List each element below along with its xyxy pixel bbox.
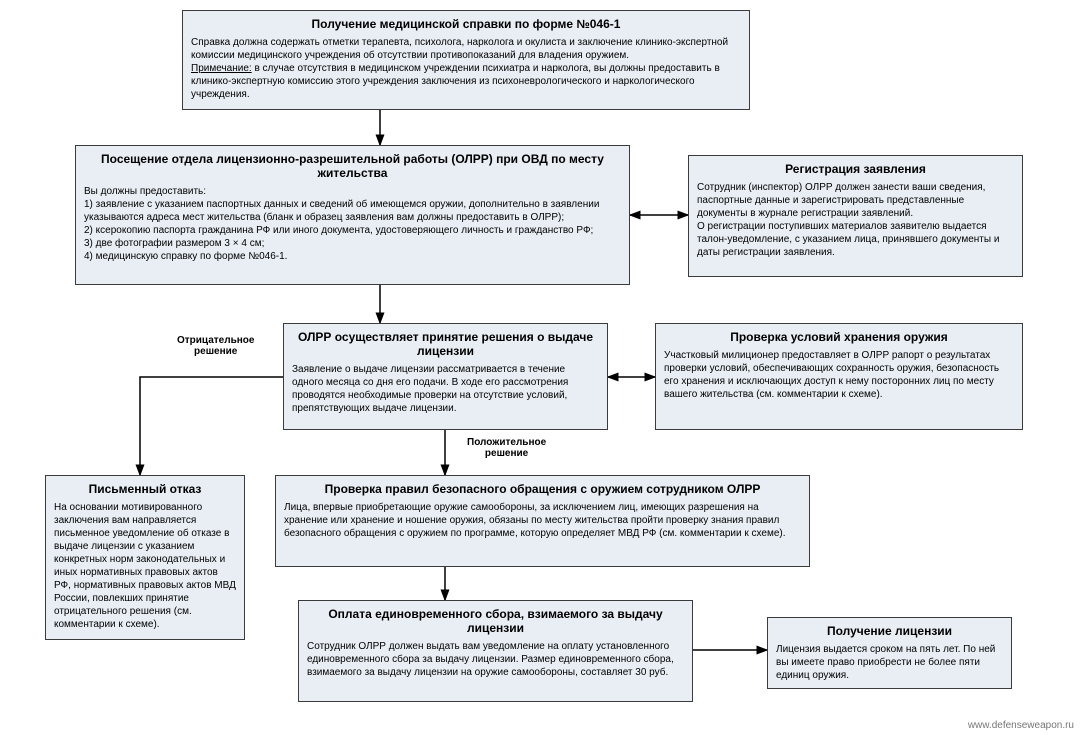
edge-label-pos: Положительноерешение <box>467 437 546 459</box>
flowchart-node-n4: ОЛРР осуществляет принятие решения о выд… <box>283 323 608 430</box>
flowchart-node-n3: Регистрация заявления Сотрудник (инспекто… <box>688 155 1023 277</box>
node-body: Сотрудник ОЛРР должен выдать вам уведомл… <box>307 640 684 679</box>
node-body: Вы должны предоставить:1) заявление с ук… <box>84 185 621 263</box>
node-body: Лицензия выдается сроком на пять лет. По… <box>776 643 1003 682</box>
node-title: Проверка условий хранения оружия <box>664 330 1014 344</box>
node-body: На основании мотивированного заключения … <box>54 501 236 631</box>
node-title: Оплата единовременного сбора, взимаемого… <box>307 607 684 635</box>
edge-label-neg: Отрицательноерешение <box>177 335 254 357</box>
node-body: Лица, впервые приобретающие оружие самоо… <box>284 501 801 540</box>
flowchart-node-n5: Проверка условий хранения оружия Участков… <box>655 323 1023 430</box>
flowchart-node-n1: Получение медицинской справки по форме №… <box>182 10 750 110</box>
node-body: Сотрудник (инспектор) ОЛРР должен занест… <box>697 181 1014 259</box>
flowchart-node-n8: Оплата единовременного сбора, взимаемого… <box>298 600 693 702</box>
node-title: Получение медицинской справки по форме №… <box>191 17 741 31</box>
flowchart-node-n7: Проверка правил безопасного обращения с … <box>275 475 810 567</box>
flowchart-node-n2: Посещение отдела лицензионно-разрешитель… <box>75 145 630 285</box>
flowchart-node-n6: Письменный отказ На основании мотивирован… <box>45 475 245 640</box>
node-title: Получение лицензии <box>776 624 1003 638</box>
edge <box>140 377 283 475</box>
node-title: Письменный отказ <box>54 482 236 496</box>
node-body: Справка должна содержать отметки терапев… <box>191 36 741 101</box>
node-title: Регистрация заявления <box>697 162 1014 176</box>
node-body: Участковый милиционер предоставляет в ОЛ… <box>664 349 1014 401</box>
node-body: Заявление о выдаче лицензии рассматривае… <box>292 363 599 415</box>
node-title: Проверка правил безопасного обращения с … <box>284 482 801 496</box>
node-title: Посещение отдела лицензионно-разрешитель… <box>84 152 621 180</box>
flowchart-node-n9: Получение лицензии Лицензия выдается срок… <box>767 617 1012 689</box>
node-title: ОЛРР осуществляет принятие решения о выд… <box>292 330 599 358</box>
watermark: www.defenseweapon.ru <box>968 720 1074 731</box>
